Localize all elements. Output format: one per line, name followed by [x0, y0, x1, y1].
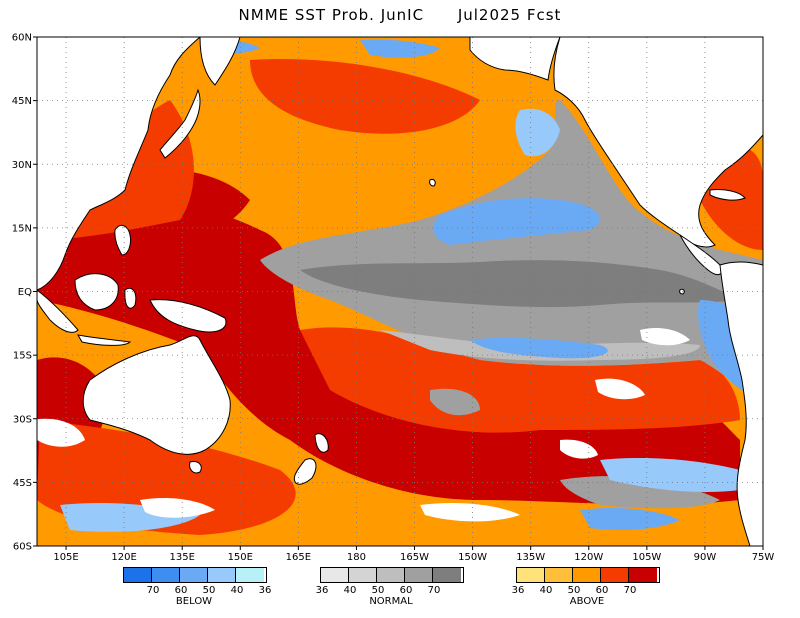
legend-number-normal: 70: [427, 585, 441, 596]
title-target: Jul2025 Fcst: [457, 6, 562, 24]
legend-below-swatches: [123, 567, 267, 583]
lon-tick-label: 150E: [228, 552, 253, 563]
lat-tick-label: 45N: [12, 96, 32, 107]
lat-tick-label: 15S: [13, 351, 32, 362]
lon-tick-label: 135W: [516, 552, 545, 563]
legend-above-label: ABOVE: [569, 596, 605, 607]
legend-below-numbers: 70 60 50 40 36: [123, 583, 272, 596]
landmasses: [37, 37, 763, 546]
latitude-axis: 60N 45N 30N 15N EQ 15S 30S 45S 60S: [12, 33, 37, 553]
legend-swatch-above: [601, 568, 629, 582]
lon-tick-label: 120E: [111, 552, 136, 563]
legend-number-below: 36: [258, 585, 272, 596]
legend-swatch-above: [517, 568, 545, 582]
legend-above: 36 40 50 60 70 ABOVE: [512, 567, 660, 607]
lon-tick-label: 180: [347, 552, 366, 563]
graticule: [37, 37, 764, 546]
lon-tick-label: 105W: [632, 552, 661, 563]
lat-tick-label: 30N: [12, 160, 32, 171]
legend-number-normal: 60: [399, 585, 413, 596]
lat-tick-label: EQ: [18, 287, 32, 298]
legend-normal-label: NORMAL: [369, 596, 413, 607]
legend-number-above: 60: [595, 585, 609, 596]
legend-normal-numbers: 36 40 50 60 70: [316, 583, 462, 596]
lon-tick-label: 90W: [694, 552, 717, 563]
lon-tick-label: 165E: [286, 552, 311, 563]
lat-tick-label: 15N: [12, 223, 32, 234]
legend-number-above: 40: [539, 585, 553, 596]
legend-swatch-normal: [321, 568, 349, 582]
legend-number-below: 70: [146, 585, 160, 596]
legend-number-above: 70: [623, 585, 637, 596]
title-model: NMME SST Prob. JunIC: [238, 6, 425, 24]
legend-swatch-normal: [405, 568, 433, 582]
lat-tick-label: 60N: [12, 33, 32, 44]
legend-swatch-above: [629, 568, 657, 582]
legend-swatch-normal: [377, 568, 405, 582]
lat-tick-label: 30S: [13, 414, 32, 425]
legend-swatch-below: [236, 568, 264, 582]
legend-swatch-above: [545, 568, 573, 582]
legend-number-normal: 40: [343, 585, 357, 596]
lon-tick-label: 165W: [400, 552, 429, 563]
legend-swatch-below: [180, 568, 208, 582]
legend-normal-swatches: [320, 567, 464, 583]
legend-below: 70 60 50 40 36 BELOW: [123, 567, 272, 607]
legend-number-normal: 50: [371, 585, 385, 596]
legend-above-swatches: [516, 567, 660, 583]
lat-tick-label: 60S: [13, 542, 32, 553]
lon-tick-label: 120W: [574, 552, 603, 563]
legend-number-below: 60: [174, 585, 188, 596]
chart-title: NMME SST Prob. JunIC Jul2025 Fcst: [0, 6, 800, 24]
legend-swatch-below: [124, 568, 152, 582]
legend-swatch-normal: [349, 568, 377, 582]
legend-number-below: 40: [230, 585, 244, 596]
lon-tick-label: 75W: [752, 552, 775, 563]
sst-field: [37, 37, 763, 546]
legend-swatch-above: [573, 568, 601, 582]
legend-swatch-normal: [433, 568, 461, 582]
legend-below-label: BELOW: [175, 596, 213, 607]
legend-number-below: 50: [202, 585, 216, 596]
lon-tick-label: 135E: [169, 552, 194, 563]
legend-swatch-below: [208, 568, 236, 582]
legend-number-normal: 36: [315, 585, 329, 596]
legend-above-numbers: 36 40 50 60 70: [512, 583, 658, 596]
legend-swatch-below: [152, 568, 180, 582]
legend-number-above: 50: [567, 585, 581, 596]
legend-number-above: 36: [511, 585, 525, 596]
longitude-axis: 105E 120E 135E 150E 165E 180 165W 150W 135W 120W 1…: [53, 546, 774, 563]
lon-tick-label: 105E: [53, 552, 78, 563]
legend-normal: 36 40 50 60 70 NORMAL: [316, 567, 464, 607]
lon-tick-label: 150W: [458, 552, 487, 563]
lat-tick-label: 45S: [13, 478, 32, 489]
